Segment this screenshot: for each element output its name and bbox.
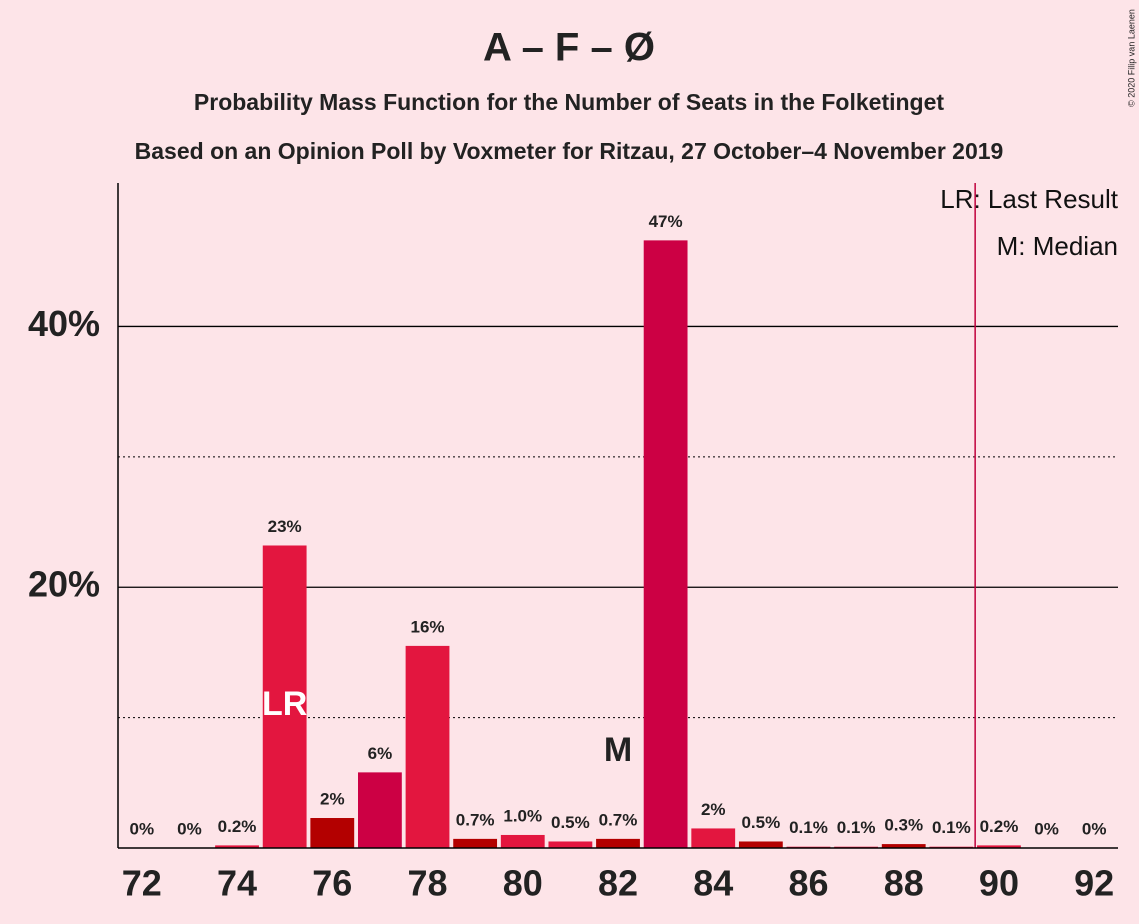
legend-entry: LR: Last Result	[940, 184, 1119, 214]
value-label: 0.7%	[599, 810, 638, 829]
value-label: 1.0%	[503, 806, 542, 825]
legend-entry: M: Median	[997, 231, 1118, 261]
value-label: 0.1%	[837, 818, 876, 837]
x-tick-label: 88	[884, 863, 924, 904]
value-label: 2%	[701, 800, 726, 819]
chart-title: A – F – Ø	[483, 26, 655, 70]
annotation: M	[604, 731, 632, 769]
bar	[977, 845, 1021, 848]
bar	[596, 838, 640, 848]
bar	[643, 240, 688, 848]
value-label: 2%	[320, 789, 345, 808]
annotation: LR	[262, 685, 307, 723]
x-tick-label: 82	[598, 863, 638, 904]
bar	[548, 841, 593, 848]
value-label: 16%	[411, 617, 445, 636]
value-label: 0.5%	[551, 813, 590, 832]
bar	[453, 838, 498, 848]
y-tick-label: 20%	[28, 564, 100, 605]
x-tick-label: 76	[312, 863, 352, 904]
value-label: 0%	[177, 819, 202, 838]
x-tick-label: 72	[122, 863, 162, 904]
x-tick-label: 92	[1074, 863, 1114, 904]
copyright: © 2020 Filip van Laenen	[1126, 9, 1136, 107]
value-label: 0.3%	[884, 816, 923, 835]
x-tick-label: 80	[503, 863, 543, 904]
value-label: 0.1%	[932, 818, 971, 837]
bar	[691, 828, 736, 848]
value-label: 0%	[1082, 819, 1107, 838]
x-tick-label: 84	[693, 863, 733, 904]
bar	[405, 645, 450, 848]
chart-subtitle: Based on an Opinion Poll by Voxmeter for…	[135, 138, 1004, 164]
bar	[358, 772, 402, 848]
value-label: 0.1%	[789, 818, 828, 837]
value-label: 6%	[368, 744, 393, 763]
y-tick-label: 40%	[28, 303, 100, 344]
value-label: 0.2%	[218, 817, 257, 836]
bar	[881, 844, 926, 848]
value-label: 23%	[268, 517, 302, 536]
value-label: 0.7%	[456, 810, 495, 829]
bar	[215, 845, 259, 848]
bar	[310, 818, 355, 848]
x-tick-label: 86	[788, 863, 828, 904]
value-label: 0%	[1034, 819, 1059, 838]
chart-subtitle: Probability Mass Function for the Number…	[194, 89, 944, 115]
value-label: 0.2%	[980, 817, 1019, 836]
value-label: 0.5%	[741, 813, 780, 832]
value-label: 0%	[130, 819, 155, 838]
x-tick-label: 74	[217, 863, 257, 904]
bar	[500, 834, 545, 848]
x-tick-label: 78	[408, 863, 448, 904]
bar	[738, 841, 783, 848]
bar	[262, 545, 307, 848]
value-label: 47%	[649, 212, 683, 231]
x-tick-label: 90	[979, 863, 1019, 904]
